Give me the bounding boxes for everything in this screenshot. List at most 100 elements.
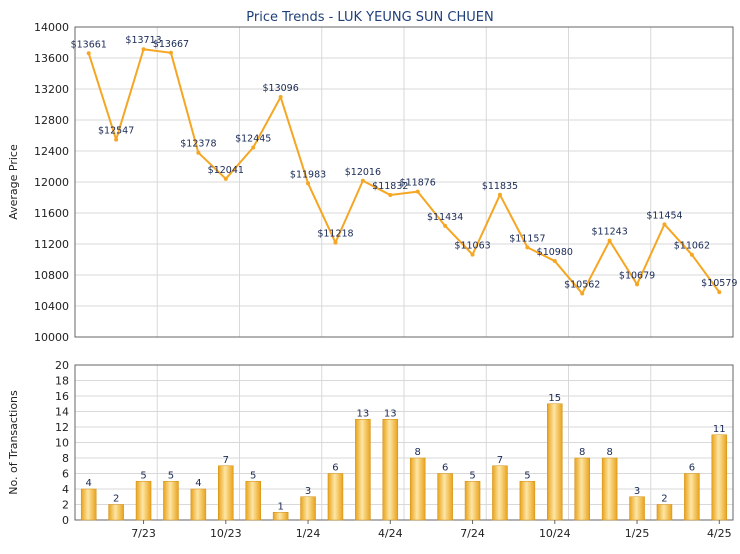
count-data-label: 4 xyxy=(86,478,92,489)
count-data-label: 2 xyxy=(661,494,667,505)
count-bar xyxy=(409,457,426,521)
count-bar xyxy=(272,512,289,521)
count-data-label: 7 xyxy=(223,455,229,466)
count-data-label: 6 xyxy=(689,463,695,474)
count-y-axis-label: No. of Transactions xyxy=(7,390,20,495)
x-tick-label: 4/25 xyxy=(707,527,732,540)
count-ytick-label: 6 xyxy=(62,468,69,481)
price-point xyxy=(662,222,667,227)
price-ytick-label: 12400 xyxy=(34,145,69,158)
count-data-label: 1 xyxy=(277,501,283,512)
price-ytick-label: 10400 xyxy=(34,300,69,313)
price-data-label: $10579 xyxy=(701,278,737,289)
price-ytick-label: 13600 xyxy=(34,52,69,65)
count-bar xyxy=(464,481,481,521)
count-data-label: 2 xyxy=(113,494,119,505)
count-ytick-label: 0 xyxy=(62,514,69,527)
count-bar xyxy=(656,504,673,521)
count-plot-frame xyxy=(74,364,734,521)
price-data-label: $11157 xyxy=(509,233,545,244)
count-bar xyxy=(547,403,563,521)
price-data-label: $11062 xyxy=(674,241,710,252)
price-point xyxy=(689,252,694,257)
count-data-label: 13 xyxy=(384,408,397,419)
count-data-label: 5 xyxy=(140,470,146,481)
x-tick-label: 7/23 xyxy=(131,527,156,540)
count-bar xyxy=(245,481,261,521)
count-data-label: 5 xyxy=(469,470,475,481)
count-data-label: 8 xyxy=(606,447,612,458)
price-point xyxy=(251,145,256,150)
price-data-label: $11434 xyxy=(427,212,463,223)
price-data-label: $13661 xyxy=(71,39,107,50)
price-data-label: $12445 xyxy=(235,134,271,145)
count-data-label: 5 xyxy=(168,470,174,481)
price-plot-frame xyxy=(74,26,734,338)
price-data-label: $11983 xyxy=(290,169,326,180)
count-data-label: 11 xyxy=(713,424,726,435)
price-data-label: $10562 xyxy=(564,279,600,290)
count-bar xyxy=(711,434,728,521)
count-bar xyxy=(492,465,508,521)
price-ytick-label: 10000 xyxy=(34,331,69,344)
price-point xyxy=(580,291,585,296)
price-data-label: $13713 xyxy=(125,35,161,46)
count-ytick-label: 4 xyxy=(62,483,69,496)
price-point xyxy=(607,238,612,243)
price-point xyxy=(141,47,146,52)
price-data-label: $12016 xyxy=(345,167,381,178)
count-bar xyxy=(437,473,453,521)
price-point xyxy=(360,178,365,183)
count-bar xyxy=(108,504,124,521)
price-point xyxy=(470,252,475,257)
x-tick-label: 7/24 xyxy=(460,527,485,540)
count-bar xyxy=(355,419,371,521)
price-point xyxy=(415,189,420,194)
x-tick-label: 10/24 xyxy=(539,527,571,540)
count-bar xyxy=(629,496,645,521)
count-bar xyxy=(218,465,234,521)
count-bar xyxy=(519,481,536,521)
price-point xyxy=(278,95,283,100)
count-bar xyxy=(300,496,316,521)
count-ytick-label: 16 xyxy=(55,390,69,403)
count-data-label: 5 xyxy=(250,470,256,481)
price-ytick-label: 12800 xyxy=(34,114,69,127)
price-data-label: $12041 xyxy=(208,165,244,176)
price-data-label: $10679 xyxy=(619,270,655,281)
price-point xyxy=(86,51,91,56)
count-bar xyxy=(327,473,344,521)
price-ytick-label: 14000 xyxy=(34,21,69,34)
price-point xyxy=(196,150,201,155)
price-data-label: $11454 xyxy=(646,210,682,221)
price-panel: 10000 10400 10800 11200 11600 12000 12400 12800… xyxy=(7,21,737,344)
count-bar xyxy=(80,488,97,521)
count-data-label: 13 xyxy=(357,408,370,419)
count-ytick-label: 8 xyxy=(62,452,69,465)
count-ytick-label: 12 xyxy=(55,421,69,434)
price-data-label: $10980 xyxy=(537,247,573,258)
price-data-label: $11835 xyxy=(482,181,518,192)
price-ytick-label: 10800 xyxy=(34,269,69,282)
price-line xyxy=(87,48,721,295)
price-ytick-label: 11200 xyxy=(34,238,69,251)
x-tick-label: 4/24 xyxy=(378,527,403,540)
count-data-label: 8 xyxy=(579,447,585,458)
count-ytick-label: 2 xyxy=(62,499,69,512)
price-point xyxy=(497,192,502,197)
price-point xyxy=(388,193,393,198)
count-bar xyxy=(601,457,618,521)
count-data-label: 6 xyxy=(332,463,338,474)
price-point xyxy=(168,50,173,55)
price-data-label: $12378 xyxy=(180,139,216,150)
price-data-label: $11876 xyxy=(400,178,436,189)
count-bar xyxy=(574,457,590,521)
price-point xyxy=(223,176,228,181)
x-tick-label: 10/23 xyxy=(210,527,242,540)
price-data-label: $11063 xyxy=(454,241,490,252)
price-point xyxy=(114,137,119,142)
count-bar xyxy=(163,481,179,521)
price-point xyxy=(525,245,530,250)
price-data-label: $12547 xyxy=(98,126,134,137)
